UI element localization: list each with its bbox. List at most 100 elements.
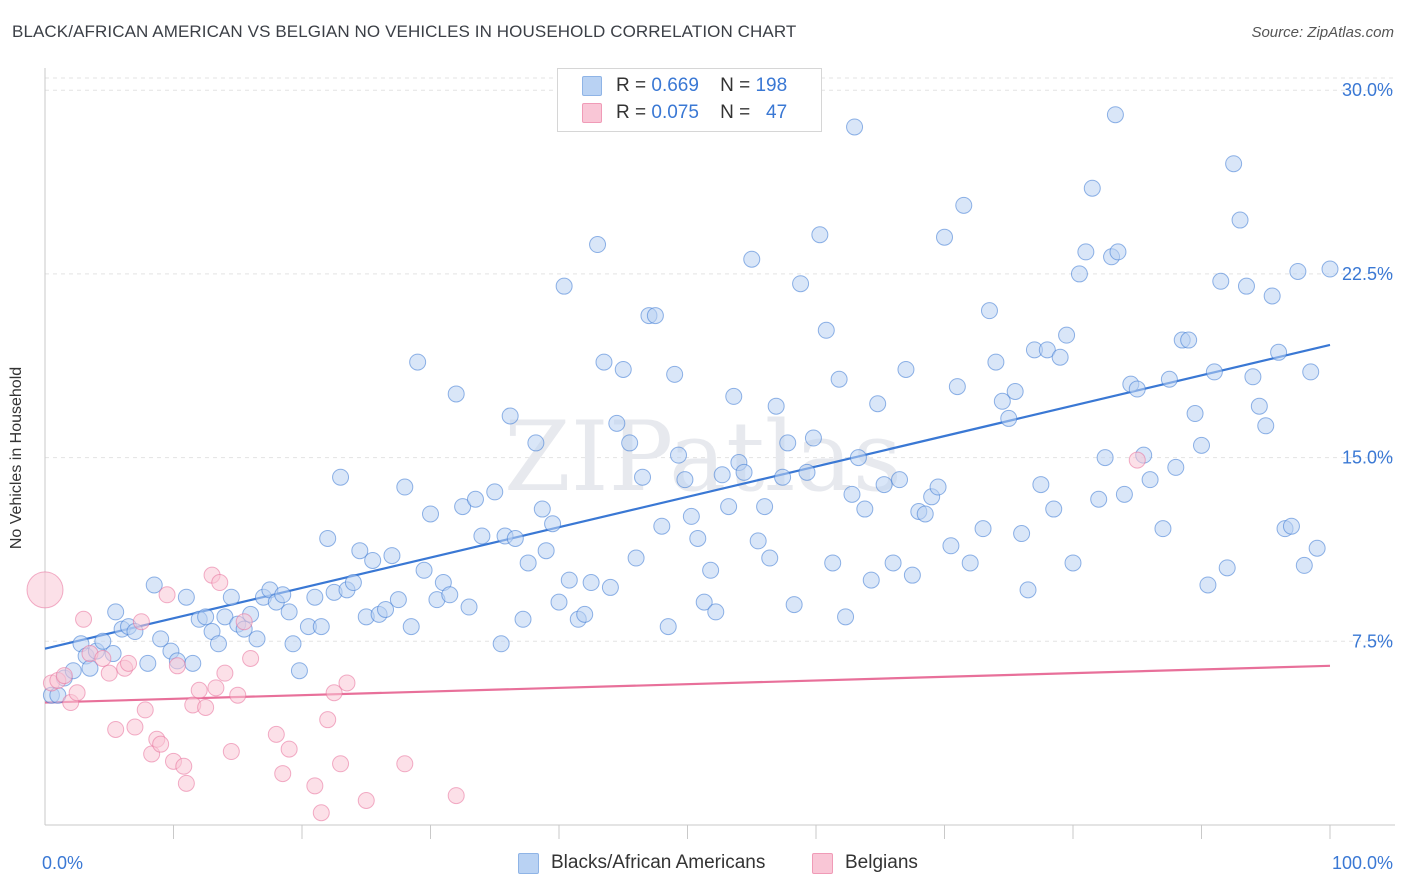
point-blacks — [1038, 341, 1056, 359]
r-value: 0.669 — [651, 75, 699, 96]
point-belgians — [1128, 451, 1146, 469]
point-belgians — [319, 711, 337, 729]
point-blacks — [1013, 525, 1031, 543]
point-blacks — [756, 498, 774, 516]
point-blacks — [473, 527, 491, 545]
r-label: R = — [616, 102, 647, 123]
point-blacks — [601, 578, 619, 596]
point-blacks — [1205, 363, 1223, 381]
point-blacks — [527, 434, 545, 452]
point-belgians — [235, 613, 253, 631]
point-blacks — [402, 618, 420, 636]
point-blacks — [1109, 243, 1127, 261]
point-blacks — [1289, 262, 1307, 280]
point-blacks — [659, 618, 677, 636]
point-blacks — [222, 588, 240, 606]
point-blacks — [948, 378, 966, 396]
point-belgians — [312, 804, 330, 822]
point-blacks — [319, 529, 337, 547]
point-belgians — [55, 667, 73, 685]
point-blacks — [576, 605, 594, 623]
point-blacks — [1090, 490, 1108, 508]
point-blacks — [589, 236, 607, 254]
point-belgians — [280, 740, 298, 758]
point-blacks — [856, 500, 874, 518]
point-belgians — [136, 701, 154, 719]
y-tick-label: 15.0% — [1342, 448, 1393, 468]
tick-labels: 7.5% 15.0% 22.5% 30.0% 0.0% 100.0% — [42, 80, 1393, 873]
point-blacks — [506, 529, 524, 547]
point-blacks — [216, 608, 234, 626]
point-blacks — [676, 471, 694, 489]
point-blacks — [837, 608, 855, 626]
point-blacks — [1070, 265, 1088, 283]
point-blacks — [454, 498, 472, 516]
point-blacks — [344, 574, 362, 592]
point-blacks — [627, 549, 645, 567]
point-blacks — [1321, 260, 1339, 278]
point-blacks — [396, 478, 414, 496]
point-blacks — [875, 476, 893, 494]
blue-swatch-icon — [518, 852, 539, 874]
point-blacks — [1051, 348, 1069, 366]
series-legend: Blacks/African Americans Belgians — [0, 852, 1406, 878]
point-blacks — [466, 490, 484, 508]
point-blacks — [767, 397, 785, 415]
point-blacks — [891, 471, 909, 489]
point-blacks — [1231, 211, 1249, 229]
point-blacks — [743, 250, 761, 268]
point-blacks — [555, 277, 573, 295]
point-blacks — [761, 549, 779, 567]
point-belgians — [332, 755, 350, 773]
grid-lines — [45, 77, 1395, 642]
point-belgians — [197, 698, 215, 716]
x-tick-label: 0.0% — [42, 853, 83, 873]
point-blacks — [830, 370, 848, 388]
point-blacks — [653, 517, 671, 535]
point-belgians — [357, 792, 375, 810]
point-blacks — [519, 554, 537, 572]
point-blacks — [707, 603, 725, 621]
point-blacks — [447, 385, 465, 403]
point-blacks — [670, 446, 688, 464]
point-blacks — [1186, 405, 1204, 423]
point-blacks — [1106, 106, 1124, 124]
point-blacks — [351, 542, 369, 560]
point-blacks — [377, 600, 395, 618]
point-belgians — [207, 679, 225, 697]
point-blacks — [284, 635, 302, 653]
point-blacks — [306, 588, 324, 606]
point-blacks — [152, 630, 170, 648]
point-belgians — [229, 686, 247, 704]
point-belgians — [107, 720, 125, 738]
point-blacks — [695, 593, 713, 611]
point-blacks — [209, 635, 227, 653]
point-blacks — [862, 571, 880, 589]
watermark: ZIPatlas — [504, 401, 902, 513]
point-blacks — [785, 596, 803, 614]
point-blacks — [1218, 559, 1236, 577]
point-blacks — [804, 429, 822, 447]
point-blacks — [1141, 471, 1159, 489]
point-blacks — [689, 529, 707, 547]
point-blacks — [798, 463, 816, 481]
point-belgians — [447, 787, 465, 805]
point-blacks — [312, 618, 330, 636]
point-blacks — [332, 468, 350, 486]
point-belgians — [222, 743, 240, 761]
pink-swatch-icon — [812, 852, 833, 874]
point-blacks — [533, 500, 551, 518]
point-blacks — [1237, 277, 1255, 295]
point-blacks — [1083, 179, 1101, 197]
point-blacks — [248, 630, 266, 648]
point-belgians — [175, 757, 193, 775]
point-blacks — [1096, 449, 1114, 467]
point-blacks — [1045, 500, 1063, 518]
point-blacks — [409, 353, 427, 371]
point-blacks — [621, 434, 639, 452]
legend-label: Belgians — [845, 852, 918, 873]
point-belgians — [177, 774, 195, 792]
point-belgians — [242, 649, 260, 667]
point-blacks — [486, 483, 504, 501]
